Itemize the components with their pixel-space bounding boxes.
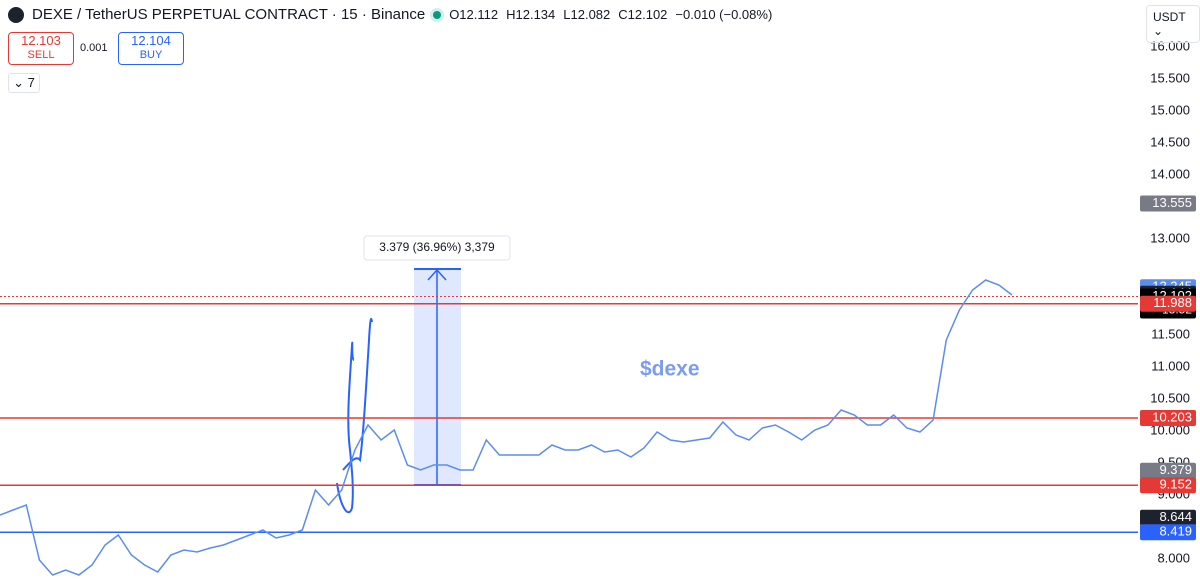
- indicators-count: 7: [27, 75, 35, 90]
- price-badge-label: 8.419: [1159, 524, 1192, 539]
- y-tick-label: 14.500: [1150, 134, 1190, 149]
- y-tick-label: 11.500: [1151, 326, 1190, 341]
- price-badge: [1140, 477, 1196, 494]
- ticker-note: $dexe: [640, 358, 700, 381]
- price-badge-label: 13.555: [1152, 195, 1192, 210]
- status-dot: [433, 10, 442, 19]
- sell-price: 12.103: [21, 33, 61, 48]
- measure-arrowhead: [427, 268, 447, 281]
- currency: USDT: [1153, 10, 1186, 24]
- y-tick-label: 15.500: [1150, 70, 1190, 85]
- symbol[interactable]: DEXE / TetherUS PERPETUAL CONTRACT · 15 …: [32, 6, 426, 23]
- price-badge-label: 9.379: [1159, 462, 1192, 477]
- buy-label: BUY: [139, 49, 163, 61]
- price-badge-label: 10.203: [1152, 409, 1192, 424]
- measure-box: [363, 235, 511, 261]
- y-tick-label: 13.000: [1150, 230, 1190, 245]
- measure-label: 3.379 (36.96%) 3,379: [379, 240, 495, 254]
- hand-drawing: [336, 317, 373, 514]
- y-tick-label: 15.000: [1150, 102, 1190, 117]
- price-badge: [1140, 462, 1196, 479]
- y-tick-label: 11.000: [1151, 358, 1190, 373]
- price-badge-label: 9.152: [1159, 477, 1192, 492]
- price-badge: [1140, 295, 1196, 312]
- price-badge: [1140, 195, 1196, 212]
- ohlc-open: O12.112: [449, 7, 499, 22]
- ohlc-close: C12.102: [618, 7, 668, 22]
- y-tick-label: 14.000: [1150, 166, 1190, 181]
- y-tick-label: 10.500: [1150, 390, 1190, 405]
- y-tick-label: 10.000: [1150, 422, 1190, 437]
- buy-price: 12.104: [131, 33, 171, 48]
- price-badge-label: 8.644: [1159, 509, 1192, 524]
- ohlc-low: L12.082: [563, 7, 611, 22]
- price-badge: [1140, 410, 1196, 427]
- header: DEXE / TetherUS PERPETUAL CONTRACT · 15 …: [8, 6, 772, 23]
- currency-select[interactable]: USDT ⌄: [1146, 5, 1200, 43]
- indicators-toggle[interactable]: ⌄ 7: [8, 73, 40, 93]
- ohlc-high: H12.134: [506, 7, 556, 22]
- price-badge: [1140, 509, 1196, 526]
- ohlc-change: −0.010 (−0.08%): [675, 7, 773, 22]
- price-line: [0, 279, 1013, 576]
- sell-label: SELL: [27, 49, 55, 61]
- sell-button[interactable]: 12.103 SELL: [8, 32, 74, 65]
- y-tick-label: 8.000: [1157, 550, 1190, 565]
- buy-button[interactable]: 12.104 BUY: [118, 32, 184, 65]
- spread: 0.001: [80, 42, 108, 54]
- price-badge-label: 11.988: [1153, 295, 1192, 310]
- price-badge: [1140, 524, 1196, 541]
- symbol-icon: [8, 6, 24, 23]
